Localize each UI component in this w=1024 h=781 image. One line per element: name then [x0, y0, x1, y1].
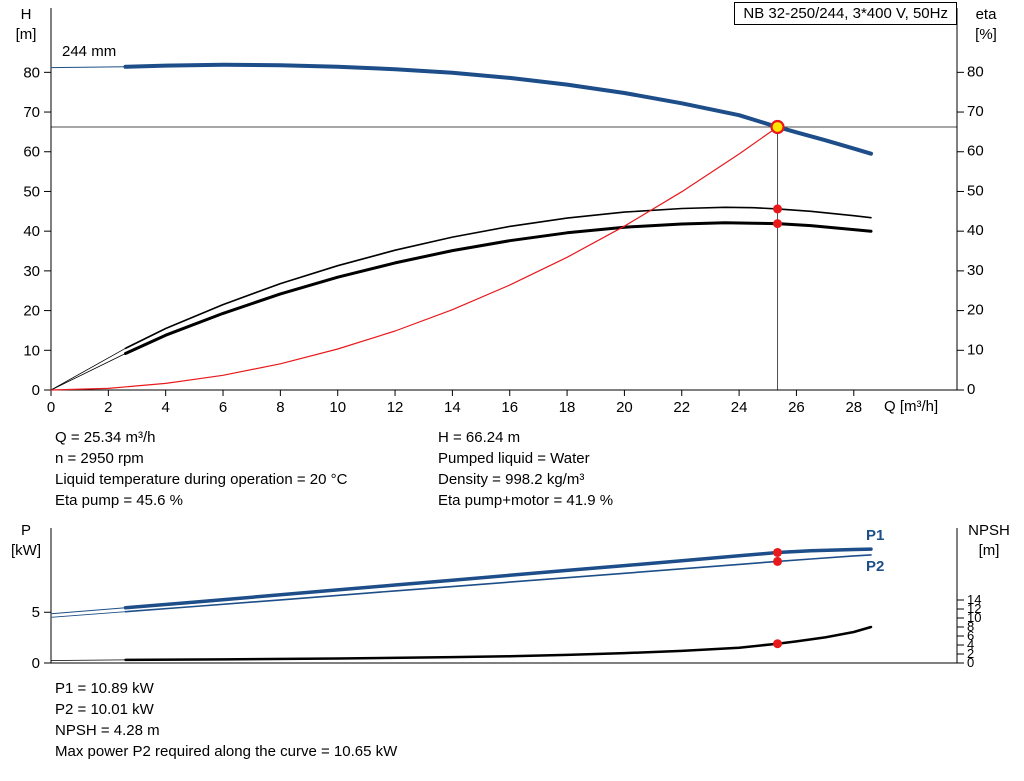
y2-tick-label: 20 [967, 302, 984, 319]
info-speed: n = 2950 rpm [55, 450, 144, 467]
eta-pump-motor-curve-ext [50, 353, 126, 391]
head-curve-ext [50, 66, 126, 69]
npsh-point [773, 639, 783, 649]
p2-curve-ext [50, 611, 126, 618]
y2-tick-label: 10 [967, 610, 981, 625]
eta-pump-point [773, 204, 783, 214]
y2-tick-label: 2 [967, 646, 974, 661]
y2-tick-label: 10 [967, 341, 984, 358]
x-tick-label: 4 [162, 399, 170, 416]
p1-curve-label: P1 [866, 527, 885, 544]
head-axis-label: H [m] [4, 5, 48, 45]
p2-point [773, 556, 783, 566]
eta-pump-motor-curve [124, 221, 873, 355]
y2-tick-label: 40 [967, 222, 984, 239]
x-tick-label: 0 [47, 399, 55, 416]
eta-axis-unit: [%] [975, 26, 997, 43]
info-eta-pump: Eta pump = 45.6 % [55, 492, 183, 509]
head-axis-title: H [20, 6, 32, 23]
operating-info-right: H = 66.24 m Pumped liquid = Water Densit… [438, 427, 613, 511]
y2-tick-label: 50 [967, 182, 984, 199]
eta-pump-curve-ext [50, 347, 126, 391]
y-tick-label: 70 [23, 104, 40, 121]
x-tick-label: 20 [616, 399, 633, 416]
x-tick-label: 26 [788, 399, 805, 416]
info-max-power: Max power P2 required along the curve = … [55, 743, 398, 760]
x-tick-label: 16 [501, 399, 518, 416]
y2-tick-label: 80 [967, 63, 984, 80]
y2-tick-label: 60 [967, 143, 984, 160]
y-tick-label: 0 [32, 382, 40, 399]
info-liquid-temperature: Liquid temperature during operation = 20… [55, 471, 348, 488]
info-p2: P2 = 10.01 kW [55, 701, 154, 718]
x-tick-label: 6 [219, 399, 227, 416]
power-axis-label: P [kW] [4, 521, 48, 561]
x-tick-label: 14 [444, 399, 461, 416]
y-tick-label: 40 [23, 223, 40, 240]
y-tick-label: 20 [23, 303, 40, 320]
x-tick-label: 28 [845, 399, 862, 416]
head-axis-unit: [m] [15, 26, 37, 43]
x-tick-label: 10 [329, 399, 346, 416]
y2-tick-label: 4 [967, 637, 974, 652]
eta-pump-curve [124, 206, 872, 350]
y-tick-label: 30 [23, 263, 40, 280]
npsh-axis-label: NPSH [m] [958, 521, 1020, 561]
info-head: H = 66.24 m [438, 429, 521, 446]
p1-point [773, 547, 783, 557]
eta-axis-title: eta [975, 6, 997, 23]
x-tick-label: 8 [276, 399, 284, 416]
info-pumped-liquid: Pumped liquid = Water [438, 450, 590, 467]
y2-tick-label: 8 [967, 619, 974, 634]
info-density: Density = 998.2 kg/m³ [438, 471, 585, 488]
y2-tick-label: 0 [967, 381, 975, 398]
y-tick-label: 5 [32, 604, 40, 621]
x-tick-label: 2 [104, 399, 112, 416]
power-axis-title: P [20, 522, 31, 539]
p2-curve-label: P2 [866, 558, 885, 575]
duty-point [770, 119, 785, 135]
npsh-curve-ext [50, 659, 126, 661]
npsh-curve [124, 625, 873, 662]
y2-tick-label: 30 [967, 262, 984, 279]
info-p1: P1 = 10.89 kW [55, 680, 154, 697]
info-flow: Q = 25.34 m³/h [55, 429, 156, 446]
p1-curve-ext [50, 607, 126, 615]
x-tick-label: 24 [731, 399, 748, 416]
y2-tick-label: 6 [967, 628, 974, 643]
info-eta-pump-motor: Eta pump+motor = 41.9 % [438, 492, 614, 509]
power-info-block: P1 = 10.89 kW P2 = 10.01 kW NPSH = 4.28 … [55, 678, 397, 762]
system-curve [50, 126, 779, 391]
y2-tick-label: 14 [967, 592, 981, 607]
impeller-diameter-label: 244 mm [62, 43, 117, 60]
eta-pump-motor-point [773, 219, 783, 229]
y2-tick-label: 12 [967, 601, 981, 616]
npsh-axis-unit: [m] [978, 542, 1000, 559]
y-tick-label: 0 [32, 655, 40, 672]
x-tick-label: 18 [559, 399, 576, 416]
npsh-axis-title: NPSH [968, 522, 1010, 539]
y2-tick-label: 70 [967, 103, 984, 120]
flow-axis-label: Q [m³/h] [884, 398, 939, 415]
p2-curve [124, 554, 872, 613]
y2-tick-label: 0 [967, 655, 974, 670]
operating-info-left: Q = 25.34 m³/h n = 2950 rpm Liquid tempe… [55, 427, 347, 511]
y-tick-label: 60 [23, 144, 40, 161]
info-npsh: NPSH = 4.28 m [55, 722, 160, 739]
y-tick-label: 10 [23, 342, 40, 359]
pump-name-box: NB 32-250/244, 3*400 V, 50Hz [734, 2, 957, 25]
y-tick-label: 50 [23, 183, 40, 200]
power-axis-unit: [kW] [11, 542, 41, 559]
y-tick-label: 80 [23, 64, 40, 81]
x-tick-label: 22 [673, 399, 690, 416]
x-tick-label: 12 [387, 399, 404, 416]
eta-axis-label: eta [%] [962, 5, 1010, 45]
p1-curve [123, 547, 873, 610]
head-curve [123, 62, 873, 156]
